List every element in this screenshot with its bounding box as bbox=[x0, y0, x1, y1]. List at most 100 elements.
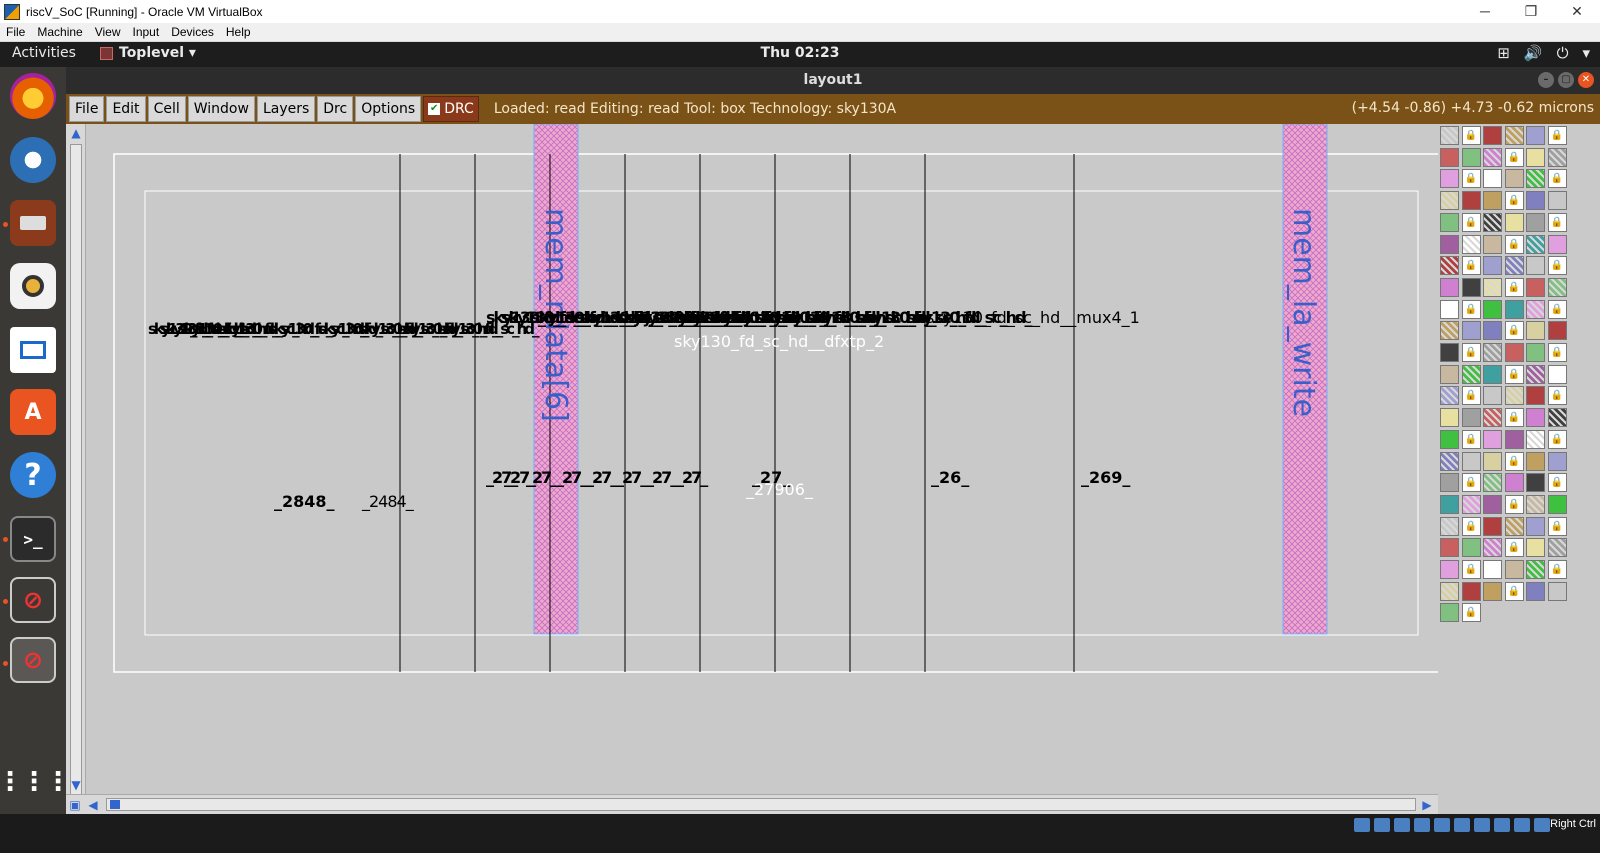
layer-swatch[interactable] bbox=[1461, 538, 1481, 558]
layer-swatch[interactable] bbox=[1440, 234, 1459, 254]
layer-swatch[interactable] bbox=[1483, 494, 1502, 514]
layer-swatch[interactable]: 🔒 bbox=[1461, 560, 1481, 579]
layer-swatch[interactable] bbox=[1504, 473, 1524, 493]
layer-swatch[interactable] bbox=[1547, 321, 1567, 341]
layer-swatch[interactable] bbox=[1547, 408, 1567, 428]
layer-swatch[interactable] bbox=[1483, 343, 1502, 362]
layer-swatch[interactable] bbox=[1461, 277, 1481, 297]
terminal-icon[interactable]: >_ bbox=[10, 516, 56, 562]
magic-close-button[interactable]: ✕ bbox=[1578, 72, 1594, 88]
layer-swatch[interactable] bbox=[1483, 386, 1502, 406]
layer-swatch[interactable]: 🔒 bbox=[1461, 169, 1481, 189]
vbox-menu-view[interactable]: View bbox=[94, 25, 121, 39]
layer-swatch[interactable] bbox=[1440, 494, 1459, 514]
layer-swatch[interactable] bbox=[1440, 451, 1459, 471]
layer-swatch[interactable] bbox=[1526, 473, 1545, 493]
layer-swatch[interactable] bbox=[1483, 169, 1502, 189]
layer-palette[interactable]: 🔒 🔒 🔒 🔒 🔒 🔒 🔒 🔒 🔒 🔒 🔒 🔒 🔒 🔒 🔒 🔒 🔒 🔒 🔒 🔒 🔒 🔒 🔒 🔒 🔒 🔒 🔒 🔒 🔒 🔒 🔒 🔒 🔒 🔒 bbox=[1438, 124, 1600, 814]
layer-swatch[interactable] bbox=[1483, 256, 1502, 276]
help-icon[interactable]: ? bbox=[10, 452, 56, 498]
layer-swatch[interactable]: 🔒 bbox=[1504, 451, 1524, 471]
layer-swatch[interactable]: 🔒 bbox=[1504, 321, 1524, 341]
layer-swatch[interactable] bbox=[1440, 126, 1459, 145]
layer-swatch[interactable] bbox=[1461, 494, 1481, 514]
audio-icon[interactable] bbox=[1394, 818, 1410, 832]
layer-swatch[interactable] bbox=[1547, 538, 1567, 558]
layer-swatch[interactable]: 🔒 bbox=[1547, 299, 1567, 319]
layer-swatch[interactable]: 🔒 bbox=[1504, 581, 1524, 601]
layer-swatch[interactable]: 🔒 bbox=[1461, 473, 1481, 493]
layer-swatch[interactable] bbox=[1526, 429, 1545, 449]
thunderbird-icon[interactable] bbox=[10, 137, 56, 183]
layer-swatch[interactable] bbox=[1483, 277, 1502, 297]
magic-window-icon-active[interactable]: ⊘ bbox=[10, 637, 56, 683]
magic-menu-drc[interactable]: Drc bbox=[317, 96, 354, 122]
horizontal-scroll-thumb[interactable] bbox=[110, 800, 120, 809]
layer-swatch[interactable] bbox=[1483, 126, 1502, 145]
layer-swatch[interactable] bbox=[1483, 560, 1502, 579]
layer-swatch[interactable]: 🔒 bbox=[1504, 191, 1524, 211]
zoom-box-icon[interactable]: ▣ bbox=[69, 798, 81, 812]
layer-swatch[interactable] bbox=[1504, 126, 1524, 145]
layer-swatch[interactable]: 🔒 bbox=[1547, 126, 1567, 145]
layer-swatch[interactable] bbox=[1461, 408, 1481, 428]
layer-swatch[interactable] bbox=[1547, 451, 1567, 471]
layer-swatch[interactable] bbox=[1526, 256, 1545, 276]
layer-swatch[interactable] bbox=[1440, 538, 1459, 558]
rhythmbox-icon[interactable] bbox=[10, 263, 56, 309]
layer-swatch[interactable]: 🔒 bbox=[1504, 147, 1524, 167]
layer-swatch[interactable] bbox=[1504, 256, 1524, 276]
layer-swatch[interactable]: 🔒 bbox=[1547, 560, 1567, 579]
layer-swatch[interactable] bbox=[1483, 321, 1502, 341]
layer-swatch[interactable] bbox=[1483, 234, 1502, 254]
layer-swatch[interactable] bbox=[1440, 603, 1459, 623]
mouse-integration-icon[interactable] bbox=[1534, 818, 1550, 832]
layer-swatch[interactable] bbox=[1526, 321, 1545, 341]
shared-folder-icon[interactable] bbox=[1454, 818, 1470, 832]
layer-swatch[interactable]: 🔒 bbox=[1504, 364, 1524, 384]
layer-swatch[interactable] bbox=[1526, 212, 1545, 232]
layer-swatch[interactable] bbox=[1526, 581, 1545, 601]
layer-swatch[interactable] bbox=[1526, 191, 1545, 211]
layer-swatch[interactable] bbox=[1504, 169, 1524, 189]
usb-icon[interactable] bbox=[1434, 818, 1450, 832]
layer-swatch[interactable] bbox=[1483, 451, 1502, 471]
minimize-button[interactable]: ─ bbox=[1480, 3, 1490, 19]
layer-swatch[interactable]: 🔒 bbox=[1504, 494, 1524, 514]
optical-icon[interactable] bbox=[1374, 818, 1390, 832]
firefox-icon[interactable] bbox=[10, 73, 56, 119]
layer-swatch[interactable]: 🔒 bbox=[1547, 429, 1567, 449]
close-button[interactable]: ✕ bbox=[1571, 3, 1583, 19]
layer-swatch[interactable]: 🔒 bbox=[1547, 516, 1567, 536]
magic-menu-edit[interactable]: Edit bbox=[106, 96, 146, 122]
layer-swatch[interactable] bbox=[1461, 147, 1481, 167]
layer-swatch[interactable] bbox=[1483, 473, 1502, 493]
layout-svg[interactable] bbox=[86, 124, 1438, 794]
show-apps-icon[interactable]: ⋮⋮⋮ bbox=[0, 759, 71, 805]
layer-swatch[interactable] bbox=[1526, 560, 1545, 579]
magic-menu-file[interactable]: File bbox=[69, 96, 105, 122]
layer-swatch[interactable] bbox=[1504, 386, 1524, 406]
layer-swatch[interactable] bbox=[1440, 343, 1459, 362]
scroll-down-icon[interactable]: ▼ bbox=[71, 778, 81, 792]
layer-swatch[interactable] bbox=[1440, 212, 1459, 232]
layer-swatch[interactable] bbox=[1440, 429, 1459, 449]
layer-swatch[interactable]: 🔒 bbox=[1461, 212, 1481, 232]
layer-swatch[interactable] bbox=[1440, 364, 1459, 384]
layer-swatch[interactable] bbox=[1483, 581, 1502, 601]
layer-swatch[interactable] bbox=[1547, 191, 1567, 211]
layer-swatch[interactable] bbox=[1440, 516, 1459, 536]
layer-swatch[interactable] bbox=[1526, 516, 1545, 536]
layer-swatch[interactable]: 🔒 bbox=[1504, 277, 1524, 297]
layer-swatch[interactable] bbox=[1483, 364, 1502, 384]
layer-swatch[interactable] bbox=[1440, 581, 1459, 601]
layer-swatch[interactable] bbox=[1526, 364, 1545, 384]
layer-swatch[interactable] bbox=[1461, 321, 1481, 341]
vbox-menu-devices[interactable]: Devices bbox=[171, 25, 214, 39]
layer-swatch[interactable] bbox=[1440, 408, 1459, 428]
cpu-icon[interactable] bbox=[1514, 818, 1530, 832]
layer-swatch[interactable] bbox=[1547, 277, 1567, 297]
layer-swatch[interactable] bbox=[1461, 581, 1481, 601]
layer-swatch[interactable]: 🔒 bbox=[1461, 603, 1481, 623]
layer-swatch[interactable] bbox=[1547, 234, 1567, 254]
